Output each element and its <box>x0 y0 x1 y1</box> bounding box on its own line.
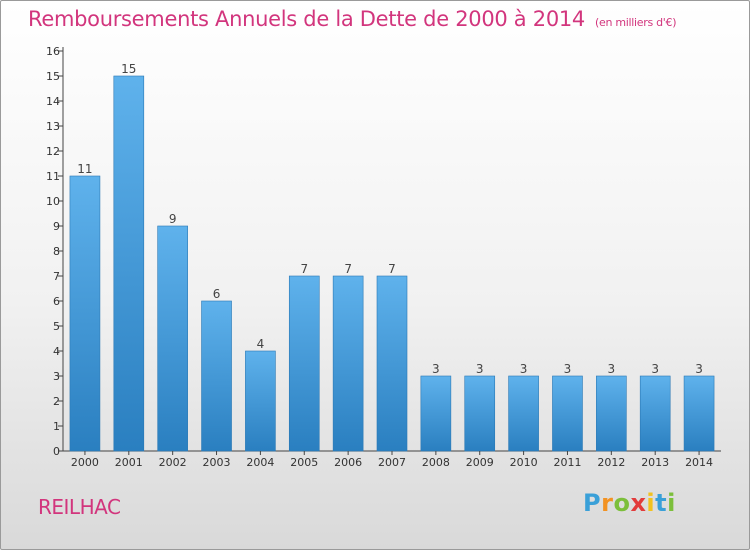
x-tick-label: 2012 <box>597 456 625 469</box>
bar-value-label: 3 <box>608 362 616 376</box>
bar-value-label: 7 <box>344 262 352 276</box>
y-tick-label: 10 <box>46 195 60 208</box>
y-tick-label: 1 <box>53 420 60 433</box>
title-text: Remboursements Annuels de la Dette de 20… <box>28 7 585 31</box>
bar-value-label: 7 <box>388 262 396 276</box>
x-tick-label: 2004 <box>246 456 274 469</box>
bar <box>683 375 715 452</box>
y-tick-label: 7 <box>53 270 60 283</box>
bar <box>245 350 276 452</box>
y-tick-label: 2 <box>53 395 60 408</box>
bar <box>113 75 145 452</box>
x-tick-label: 2014 <box>685 456 713 469</box>
bar <box>552 375 583 452</box>
x-tick-label: 2011 <box>553 456 581 469</box>
x-tick-label: 2003 <box>203 456 231 469</box>
y-tick-label: 16 <box>46 45 60 58</box>
x-tick-label: 2007 <box>378 456 406 469</box>
bar <box>376 275 408 452</box>
x-tick-label: 2005 <box>290 456 318 469</box>
logo-letter-x: x <box>630 489 647 517</box>
bar <box>201 300 232 452</box>
x-tick-label: 2008 <box>422 456 450 469</box>
bar-value-label: 7 <box>300 262 308 276</box>
unit-label: (en milliers d'€) <box>595 16 677 29</box>
bar-value-label: 3 <box>651 362 659 376</box>
x-tick-label: 2013 <box>641 456 669 469</box>
logo-letter-p: P <box>583 489 602 517</box>
logo-letter-r: r <box>601 489 614 517</box>
y-tick-label: 11 <box>46 170 60 183</box>
x-tick-label: 2000 <box>71 456 99 469</box>
x-tick-label: 2001 <box>115 456 143 469</box>
proxiti-logo: Proxiti <box>583 489 676 517</box>
bar-value-label: 3 <box>476 362 484 376</box>
x-tick-label: 2009 <box>466 456 494 469</box>
y-tick-label: 12 <box>46 145 60 158</box>
bar-value-label: 11 <box>77 162 92 176</box>
bar <box>420 375 452 452</box>
logo-letter-i: i <box>646 489 656 517</box>
x-tick-label: 2006 <box>334 456 362 469</box>
y-tick-label: 6 <box>53 295 60 308</box>
y-tick-label: 8 <box>53 245 60 258</box>
bar <box>508 375 539 452</box>
bar <box>288 275 320 452</box>
bar <box>596 375 627 452</box>
y-tick-label: 14 <box>46 95 60 108</box>
bar <box>639 375 671 452</box>
chart-title: Remboursements Annuels de la Dette de 20… <box>28 7 676 31</box>
x-tick-label: 2010 <box>510 456 538 469</box>
y-tick-label: 9 <box>53 220 60 233</box>
y-tick-label: 0 <box>53 445 60 458</box>
bar-value-label: 6 <box>213 287 221 301</box>
bar-value-label: 3 <box>520 362 528 376</box>
commune-name: REILHAC <box>38 495 121 519</box>
x-tick-label: 2002 <box>159 456 187 469</box>
y-tick-label: 15 <box>46 70 60 83</box>
y-tick-label: 3 <box>53 370 60 383</box>
y-tick-label: 4 <box>53 345 60 358</box>
logo-letter-t: t <box>655 489 668 517</box>
bar <box>157 225 188 452</box>
bar <box>464 375 496 452</box>
bar-value-label: 3 <box>432 362 440 376</box>
logo-letter-o: o <box>613 489 631 517</box>
y-tick-label: 5 <box>53 320 60 333</box>
y-tick-label: 13 <box>46 120 60 133</box>
logo-letter-i2: i <box>667 489 676 517</box>
bar-value-label: 15 <box>121 62 136 76</box>
bar <box>69 175 101 452</box>
bar <box>332 275 364 452</box>
bar-value-label: 3 <box>695 362 703 376</box>
bar-value-label: 3 <box>564 362 572 376</box>
bar-value-label: 9 <box>169 212 177 226</box>
bar-value-label: 4 <box>257 337 265 351</box>
